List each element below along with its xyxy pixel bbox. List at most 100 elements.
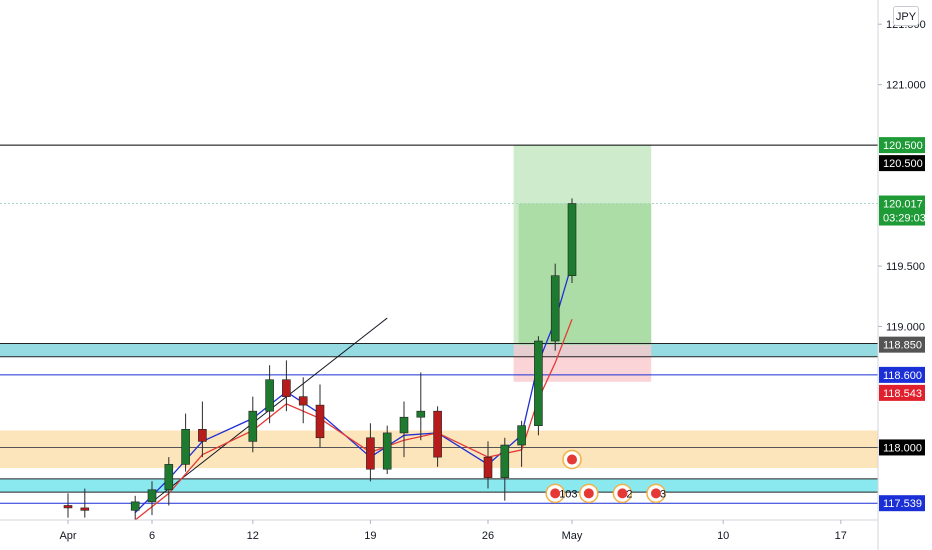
- event-marker[interactable]: [562, 449, 582, 470]
- price-badge-bg: [879, 155, 925, 172]
- price-badge-value: 118.600: [883, 370, 922, 382]
- price-badge-value: 118.543: [883, 388, 922, 400]
- candle-body: [298, 396, 308, 406]
- price-badge-value: 120.500: [883, 158, 923, 170]
- event-marker[interactable]: [579, 483, 599, 504]
- candle: [282, 360, 291, 412]
- event-dot: [567, 454, 577, 465]
- candle-body: [248, 410, 258, 442]
- event-marker[interactable]: 103: [545, 483, 578, 504]
- event-dot: [583, 488, 594, 499]
- candle: [248, 396, 258, 453]
- candle-body: [433, 410, 442, 458]
- event-marker[interactable]: 3: [646, 483, 666, 504]
- candle: [483, 441, 493, 489]
- candle-body: [265, 379, 274, 412]
- event-marker[interactable]: 2: [612, 483, 633, 504]
- open-profit-area: [518, 203, 652, 345]
- price-badge-bg: [879, 137, 925, 154]
- price-badge: 120.500: [879, 137, 925, 154]
- economic-events[interactable]: 103 2 3: [545, 449, 666, 504]
- horizontal-lines: [0, 144, 878, 504]
- price-badge-bg: [879, 495, 925, 512]
- candle-body: [500, 444, 510, 478]
- candle: [147, 481, 157, 516]
- candle: [500, 437, 510, 501]
- candle-body: [366, 437, 375, 470]
- candle-body: [282, 379, 291, 397]
- candle: [433, 406, 442, 467]
- candle-body: [416, 410, 426, 418]
- candle-body: [517, 425, 526, 446]
- x-tick-label: 19: [364, 530, 376, 542]
- price-badge: 118.600: [879, 366, 925, 383]
- candle-body: [315, 404, 325, 439]
- candle: [181, 413, 190, 472]
- candle-body: [147, 489, 157, 503]
- candle: [130, 495, 140, 520]
- candle-body: [567, 203, 577, 277]
- y-tick-label: 121.000: [886, 80, 926, 92]
- x-tick-label: 6: [149, 530, 155, 542]
- candle-body: [164, 464, 174, 491]
- candle-body: [483, 456, 493, 478]
- event-count: 3: [660, 488, 666, 500]
- currency-label[interactable]: JPY: [893, 6, 919, 26]
- candle-body: [534, 340, 543, 426]
- price-badge-value: 117.539: [883, 498, 922, 510]
- x-tick-label: 12: [247, 530, 259, 542]
- candle-body: [399, 416, 409, 434]
- price-badge: 117.539: [879, 495, 925, 512]
- price-badge-bg: [879, 366, 925, 383]
- price-badge-countdown: 03:29:03: [883, 213, 926, 225]
- x-tick-label: 17: [835, 530, 847, 542]
- candle: [198, 401, 207, 458]
- price-badge-bg: [879, 384, 925, 401]
- price-badge-bg: [879, 336, 925, 353]
- y-tick-label: 119.500: [886, 261, 925, 273]
- candle: [567, 198, 577, 283]
- price-badge: 120.500: [879, 155, 925, 172]
- y-tick-label: 119.000: [886, 322, 925, 334]
- x-tick-label: Apr: [59, 530, 76, 542]
- support-zone: [0, 478, 878, 493]
- price-badge-value: 118.000: [883, 442, 922, 454]
- price-badge: 118.543: [879, 384, 925, 401]
- candle: [298, 377, 308, 424]
- x-axis: Apr 6 12 19 26 May 10 17: [59, 520, 847, 542]
- candle: [517, 420, 526, 467]
- candle: [265, 365, 274, 424]
- candle: [164, 457, 174, 506]
- price-badge: 118.850: [879, 336, 925, 353]
- candle-body: [382, 432, 392, 470]
- candle-body: [181, 429, 190, 465]
- x-tick-label: 26: [482, 530, 494, 542]
- candle-body: [550, 275, 560, 342]
- price-badge-value: 118.850: [883, 340, 922, 352]
- price-badge-bg: [879, 439, 925, 456]
- event-dot: [651, 488, 661, 499]
- candle: [80, 488, 90, 518]
- candle: [534, 336, 543, 436]
- candle-body: [130, 501, 140, 511]
- candlesticks: [63, 198, 577, 520]
- event-count: 2: [626, 488, 632, 500]
- candle: [63, 493, 73, 518]
- candle: [416, 372, 426, 441]
- event-count: 103: [559, 488, 577, 500]
- candle-body: [80, 507, 90, 511]
- price-badge-value: 120.017: [883, 199, 923, 211]
- price-badge: 120.017 03:29:03: [879, 195, 926, 226]
- candle: [550, 263, 560, 351]
- event-dot: [550, 488, 561, 499]
- price-badge: 118.000: [879, 439, 925, 456]
- candle: [315, 384, 325, 448]
- event-dot: [617, 488, 628, 499]
- candle-body: [198, 429, 207, 442]
- price-badge-bg: [879, 195, 925, 226]
- candle: [366, 423, 375, 482]
- x-tick-label: May: [562, 530, 583, 542]
- candle: [382, 425, 392, 475]
- candle-body: [63, 505, 73, 509]
